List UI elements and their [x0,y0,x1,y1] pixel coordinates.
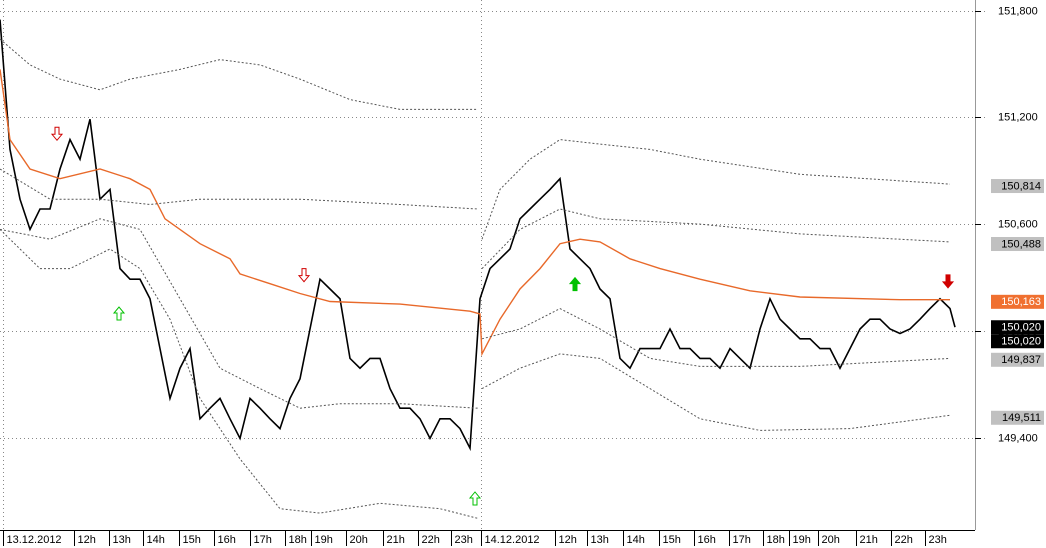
x-tick-label: 23h [455,534,473,546]
series-line [0,69,950,357]
value-label-box [991,294,1044,309]
x-tick-label: 17h [733,534,751,546]
series-line [0,19,956,452]
value-label: 150,488 [1001,238,1041,250]
value-label-box [991,179,1044,194]
x-tick-label: 18h [767,534,785,546]
value-label: 150,020 [1001,322,1041,334]
x-tick-label: 16h [218,534,236,546]
x-tick-label: 18h [289,534,307,546]
x-tick-label: 15h [663,534,681,546]
x-tick-label: 14h [627,534,645,546]
x-tick-label: 19h [315,534,333,546]
x-tick-label: 20h [822,534,840,546]
value-label-box [991,334,1044,349]
signal-arrow [941,274,955,289]
x-tick-label: 22h [422,534,440,546]
x-tick-label: 15h [183,534,201,546]
value-label-box [991,352,1044,367]
signal-arrow [50,126,64,142]
band-line [0,229,951,519]
value-label-box [991,320,1044,335]
x-tick-label: 23h [929,534,947,546]
band-line [0,218,951,409]
y-tick-label: 149,400 [998,432,1038,444]
x-tick-label: 14h [147,534,165,546]
value-label: 149,837 [1001,354,1041,366]
x-tick-label: 17h [254,534,272,546]
x-tick-label: 12h [78,534,96,546]
value-label: 150,814 [1001,180,1041,192]
x-tick-label: 12h [559,534,577,546]
signal-arrow [297,268,311,283]
x-tick-label: 21h [860,534,878,546]
y-tick-label: 150,600 [998,218,1038,230]
y-tick-label: 151,800 [998,5,1038,17]
x-tick-label: 22h [895,534,913,546]
x-tick-label: 13h [591,534,609,546]
value-label: 150,163 [1001,296,1041,308]
x-tick-label: 16h [698,534,716,546]
x-tick-label: 19h [793,534,811,546]
value-label: 149,511 [1002,412,1041,424]
signal-arrow [112,306,126,321]
x-tick-label: 21h [387,534,405,546]
value-label-box [991,237,1044,252]
signal-arrow [468,491,482,506]
x-tick-label: 13.12.2012 [7,534,62,546]
band-line [0,168,951,269]
y-tick-label: 151,200 [998,111,1038,123]
value-label: 150,020 [1001,336,1041,348]
x-tick-label: 14.12.2012 [485,534,540,546]
signal-arrow [568,276,582,292]
value-label-box [991,410,1044,425]
band-line [0,38,951,240]
x-tick-label: 13h [113,534,131,546]
x-tick-label: 20h [350,534,368,546]
